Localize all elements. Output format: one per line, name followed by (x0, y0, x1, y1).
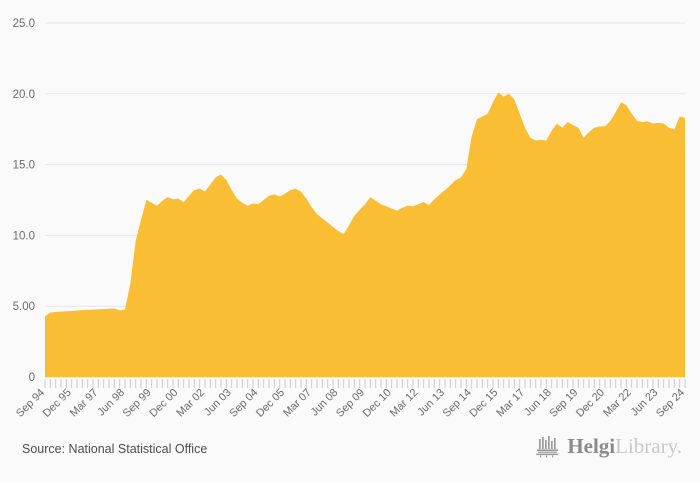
y-tick-label: 25.0 (13, 18, 35, 30)
y-tick-label: 0 (29, 372, 35, 384)
source-label: Source: National Statistical Office (22, 442, 208, 456)
brand-dot: . (676, 433, 682, 458)
brand-helgi: Helgi (567, 433, 616, 458)
brand-logo[interactable]: HelgiLibrary. (535, 434, 682, 458)
y-axis-labels: 0 5.00 10.0 15.0 20.0 25.0 (13, 18, 35, 384)
area-series (45, 92, 685, 377)
brand-library: Library (615, 433, 677, 458)
y-tick-label: 5.00 (13, 301, 35, 313)
y-tick-label: 15.0 (13, 160, 35, 172)
brand-wordmark: HelgiLibrary. (567, 433, 682, 458)
y-tick-label: 20.0 (13, 89, 35, 101)
y-tick-label: 10.0 (13, 230, 35, 242)
chart-footer: Source: National Statistical Office (0, 428, 700, 483)
x-tick-marks (44, 379, 686, 388)
area-path (45, 92, 685, 377)
library-building-icon (536, 436, 559, 458)
